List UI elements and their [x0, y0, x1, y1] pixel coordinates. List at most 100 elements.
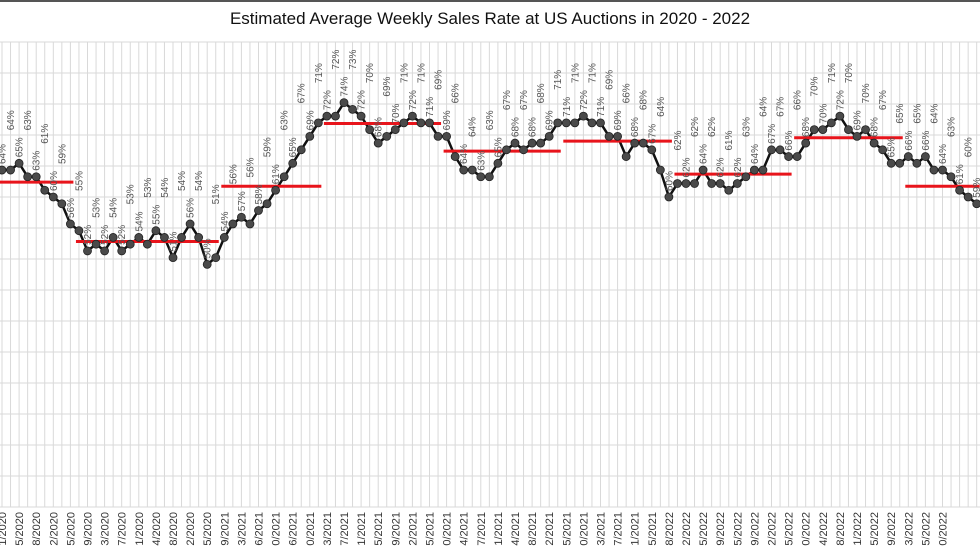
data-label: 63%	[741, 117, 752, 137]
data-label: 70%	[818, 103, 829, 123]
x-tick-label: 5/2022	[869, 512, 881, 546]
x-tick-label: 3/2021	[236, 512, 248, 546]
data-point	[151, 226, 161, 236]
data-point	[339, 98, 349, 108]
data-label: 62%	[682, 157, 693, 177]
x-tick-label: 0/2021	[578, 512, 590, 546]
data-point	[373, 138, 383, 148]
data-point	[938, 165, 947, 175]
data-point	[279, 172, 289, 182]
data-label: 73%	[348, 50, 359, 70]
data-point	[177, 233, 186, 242]
data-label: 56%	[186, 198, 197, 218]
x-tick-label: 0/2021	[305, 512, 317, 546]
data-label: 66%	[784, 130, 795, 150]
data-point	[886, 158, 896, 168]
data-label: 68%	[536, 83, 547, 103]
data-label: 68%	[639, 90, 650, 110]
data-label: 52%	[117, 225, 128, 245]
data-label: 54%	[160, 178, 171, 198]
data-point	[108, 233, 118, 242]
data-point	[23, 172, 33, 182]
data-label: 68%	[528, 117, 539, 137]
data-point	[185, 219, 195, 229]
data-point	[903, 152, 913, 161]
data-label: 50%	[203, 238, 214, 258]
data-point	[835, 111, 845, 121]
data-point	[31, 172, 41, 182]
x-tick-label: 9/2021	[390, 512, 402, 546]
data-label: 63%	[23, 110, 34, 130]
data-point	[168, 253, 178, 263]
data-label: 64%	[656, 97, 667, 117]
data-label: 67%	[519, 90, 530, 110]
data-point	[40, 185, 50, 195]
data-label: 64%	[6, 110, 17, 130]
data-label: 72%	[331, 50, 342, 70]
data-point	[647, 145, 657, 155]
data-label: 64%	[929, 103, 940, 123]
x-tick-label: 3/2022	[903, 512, 915, 546]
x-tick-label: 2/2022	[681, 512, 693, 546]
data-point	[442, 131, 452, 141]
x-tick-label: 5/2022	[698, 512, 710, 546]
data-point	[861, 125, 870, 135]
data-point	[322, 111, 332, 121]
data-point	[117, 246, 127, 256]
data-point	[382, 131, 392, 141]
x-tick-label: 2/2020	[48, 512, 60, 546]
data-label: 56%	[245, 157, 256, 177]
data-point	[570, 118, 580, 128]
data-label: 54%	[194, 171, 205, 191]
data-point	[125, 239, 135, 249]
data-point	[262, 199, 272, 209]
data-label: 64%	[758, 97, 769, 117]
data-point	[484, 172, 494, 182]
x-tick-label: 1/2020	[134, 512, 146, 546]
data-label: 62%	[690, 117, 701, 137]
data-point	[399, 118, 409, 128]
data-label: 64%	[468, 117, 479, 137]
data-point	[690, 179, 699, 188]
data-label: 72%	[408, 90, 419, 110]
data-label: 64%	[699, 144, 710, 164]
x-tick-label: 5/2022	[732, 512, 744, 546]
data-label: 51%	[211, 184, 222, 204]
x-tick-label: 0/2022	[938, 512, 950, 546]
x-tick-label: 7/2021	[476, 512, 488, 546]
data-point	[750, 165, 759, 175]
data-label: 69%	[442, 110, 453, 130]
x-tick-label: 2/2020	[185, 512, 197, 546]
data-point	[510, 138, 520, 148]
data-point	[767, 145, 776, 155]
data-label: 68%	[870, 117, 881, 137]
data-point	[288, 158, 298, 168]
data-label: 52%	[83, 225, 94, 245]
x-tick-label: 5/2021	[425, 512, 437, 546]
data-label: 69%	[545, 110, 556, 130]
x-tick-label: 5/2021	[561, 512, 573, 546]
data-point	[390, 125, 400, 135]
x-tick-label: 6/2021	[254, 512, 266, 546]
data-point	[6, 165, 15, 175]
data-point	[698, 165, 708, 175]
data-label: 72%	[322, 90, 333, 110]
data-point	[493, 158, 503, 168]
data-label: 62%	[716, 157, 727, 177]
data-label: 72%	[357, 90, 368, 110]
data-point	[74, 226, 84, 236]
data-label: 65%	[887, 137, 898, 157]
data-point	[476, 172, 486, 182]
data-point	[732, 179, 742, 188]
x-tick-label: 9/2022	[715, 512, 727, 546]
data-label: 59%	[263, 137, 274, 157]
data-point	[972, 199, 980, 209]
data-point	[407, 111, 417, 121]
data-point	[912, 158, 922, 168]
data-label: 65%	[15, 137, 26, 157]
data-point	[416, 118, 426, 128]
x-tick-label: 5/2022	[784, 512, 796, 546]
data-point	[869, 138, 879, 148]
x-tick-label: 9/2021	[219, 512, 231, 546]
